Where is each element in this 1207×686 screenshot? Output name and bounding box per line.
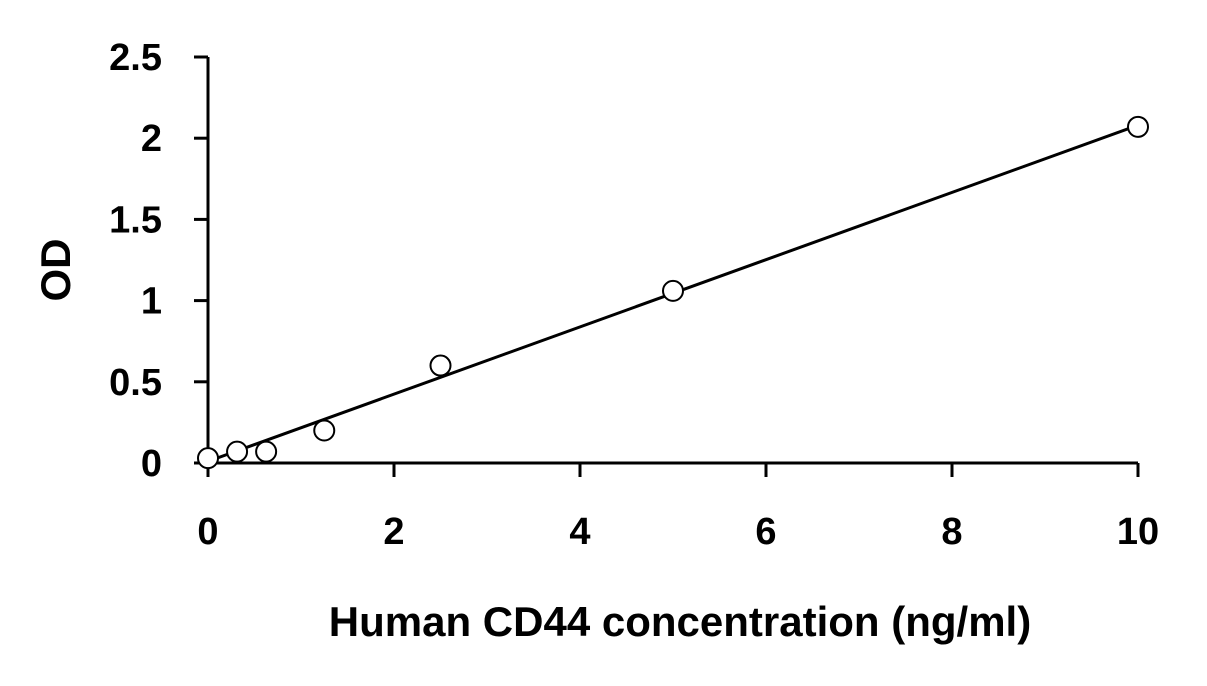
data-point [255,440,278,463]
x-tick-group: 0 2 4 6 8 10 [197,463,1159,553]
y-tick-label: 1.5 [109,199,162,241]
x-tick-label: 0 [197,511,218,553]
data-point [197,447,219,470]
x-tick-label: 4 [569,511,590,553]
y-tick-label: 0 [141,443,162,485]
data-points [197,115,1149,470]
x-axis-title: Human CD44 concentration (ng/ml) [329,598,1031,645]
y-tick-label: 1 [141,281,162,323]
data-point [429,354,452,377]
y-axis-title: OD [32,239,79,302]
x-tick-label: 2 [383,511,404,553]
y-tick-group: 0 0.5 1 1.5 2 2.5 [109,37,208,485]
data-point [313,419,336,442]
y-tick-label: 2.5 [109,37,162,79]
data-point [1127,115,1149,138]
data-point [662,279,684,302]
x-tick-label: 8 [941,511,962,553]
y-tick-label: 0.5 [109,362,162,404]
y-tick-label: 2 [141,118,162,160]
data-point [226,440,249,463]
x-tick-label: 10 [1117,511,1159,553]
x-tick-label: 6 [755,511,776,553]
